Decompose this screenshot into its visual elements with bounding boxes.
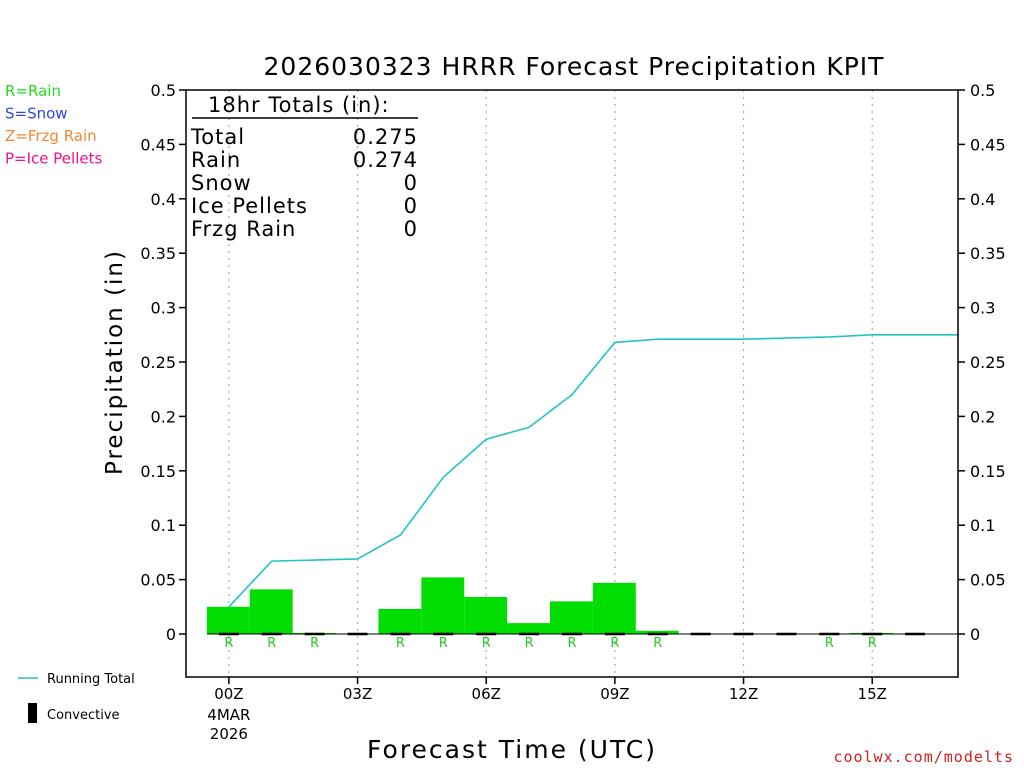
totals-row-value: 0	[404, 194, 418, 218]
type-label-hour-9: R	[610, 636, 619, 651]
totals-row-label: Snow	[191, 171, 252, 195]
bar-hour-6	[464, 597, 508, 634]
legend-convective-label: Convective	[47, 708, 120, 723]
bar-hour-0	[206, 606, 250, 634]
y-tick-label-left-0.05: 0.05	[140, 571, 176, 590]
type-label-hour-5: R	[439, 636, 448, 651]
y-tick-label-right-0.1: 0.1	[970, 516, 995, 535]
type-label-hour-10: R	[653, 636, 662, 651]
type-label-hour-2: R	[310, 636, 319, 651]
running-total-line	[228, 333, 958, 608]
x-tick-label-03Z: 03Z	[343, 685, 372, 703]
y-tick-label-left-0.25: 0.25	[140, 353, 176, 372]
bar-hour-10	[635, 630, 679, 634]
series-legend: Running Total Convective	[18, 672, 135, 723]
y-tick-label-left-0.4: 0.4	[151, 190, 176, 209]
x-tick-label-06Z: 06Z	[472, 685, 501, 703]
totals-row-label: Frzg Rain	[191, 217, 296, 241]
bar-hour-7	[507, 623, 550, 634]
totals-box: 18hr Totals (in): Total 0.275 Rain 0.274 Snow…	[190, 93, 418, 241]
bars	[206, 577, 894, 634]
y-tick-label-left-0.1: 0.1	[151, 516, 176, 535]
y-tick-label-right-0.45: 0.45	[970, 135, 1006, 154]
y-tick-label-right-0.2: 0.2	[970, 407, 995, 426]
totals-row-label: Total	[190, 125, 245, 149]
bar-hour-4	[378, 608, 422, 634]
y-tick-label-left-0.35: 0.35	[140, 244, 176, 263]
type-legend-item: Z=Frzg Rain	[5, 127, 97, 145]
y-axis-title: Precipitation (in)	[102, 249, 128, 475]
plot-frame	[185, 89, 959, 678]
y-tick-label-left-0.2: 0.2	[151, 407, 176, 426]
x-tick-label-00Z: 00Z	[214, 685, 243, 703]
totals-row-label: Ice Pellets	[191, 194, 308, 218]
y-axis-right: 0 0.05 0.1 0.15 0.2 0.25 0.3 0.35 0.4 0.45 0.5	[958, 81, 1006, 644]
date-label-day: 4MAR	[207, 706, 250, 724]
totals-row-value: 0.275	[353, 125, 418, 149]
precip-type-legend: R=Rain S=Snow Z=Frzg Rain P=Ice Pellets	[5, 82, 102, 168]
y-tick-label-left-0.15: 0.15	[140, 462, 176, 481]
x-axis-title: Forecast Time (UTC)	[367, 735, 657, 764]
y-tick-label-right-0.4: 0.4	[970, 190, 995, 209]
y-tick-label-right-0.05: 0.05	[970, 571, 1006, 590]
type-label-hour-15: R	[868, 636, 877, 651]
totals-row-label: Rain	[191, 148, 241, 172]
y-tick-label-right-0.3: 0.3	[970, 299, 995, 318]
y-tick-label-left-0: 0	[166, 625, 176, 644]
bar-hour-5	[421, 577, 465, 634]
y-axis-left: 0 0.05 0.1 0.15 0.2 0.25 0.3 0.35 0.4 0.45 0.5	[140, 81, 186, 644]
credit-text: coolwx.com/modelts	[833, 748, 1014, 766]
type-legend-item: S=Snow	[5, 105, 68, 123]
x-tick-label-12Z: 12Z	[729, 685, 758, 703]
y-tick-label-right-0.5: 0.5	[970, 81, 995, 100]
x-tick-label-09Z: 09Z	[600, 685, 629, 703]
legend-running-total-label: Running Total	[47, 672, 135, 687]
bar-hour-8	[550, 601, 593, 634]
legend-convective-swatch	[28, 703, 37, 723]
date-label-year: 2026	[210, 725, 248, 743]
y-tick-label-right-0.15: 0.15	[970, 462, 1006, 481]
type-label-hour-0: R	[224, 636, 233, 651]
type-label-hour-8: R	[567, 636, 576, 651]
y-tick-label-right-0: 0	[970, 625, 980, 644]
running-total-series	[228, 333, 958, 608]
totals-heading: 18hr Totals (in):	[208, 93, 390, 117]
bar-hour-1	[249, 589, 293, 634]
y-tick-label-left-0.3: 0.3	[151, 299, 176, 318]
type-label-hour-7: R	[525, 636, 534, 651]
type-label-hour-4: R	[396, 636, 405, 651]
type-label-hour-6: R	[482, 636, 491, 651]
totals-row-value: 0.274	[353, 148, 418, 172]
type-legend-item: P=Ice Pellets	[5, 150, 102, 168]
y-tick-label-right-0.25: 0.25	[970, 353, 1006, 372]
gridlines	[228, 90, 873, 677]
y-tick-label-left-0.45: 0.45	[140, 135, 176, 154]
chart-title: 2026030323 HRRR Forecast Precipitation K…	[264, 52, 885, 81]
bar-hour-9	[592, 582, 636, 634]
type-label-hour-1: R	[267, 636, 276, 651]
y-tick-label-right-0.35: 0.35	[970, 244, 1006, 263]
totals-row-value: 0	[404, 217, 418, 241]
y-tick-label-left-0.5: 0.5	[151, 81, 176, 100]
totals-row-value: 0	[404, 171, 418, 195]
type-legend-item: R=Rain	[5, 82, 61, 100]
type-label-hour-14: R	[825, 636, 834, 651]
x-tick-label-15Z: 15Z	[858, 685, 887, 703]
